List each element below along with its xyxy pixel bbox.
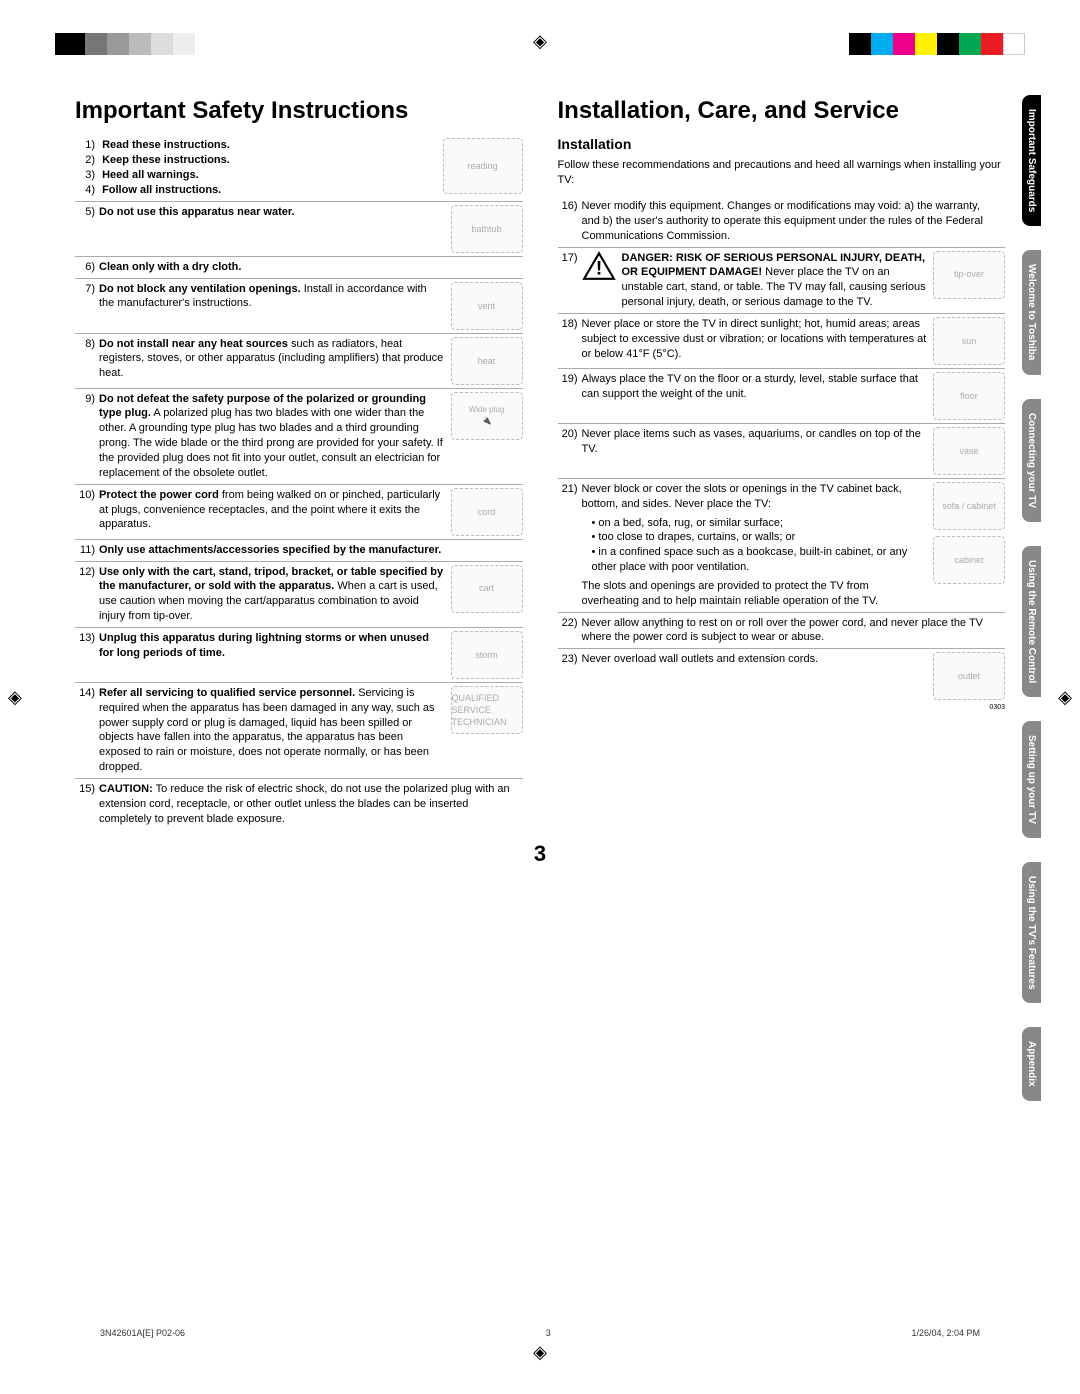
- instruction-text: Do not use this apparatus near water.: [99, 205, 451, 253]
- illustration-icon: tip-over: [933, 251, 1005, 299]
- right-subtitle: Installation: [558, 135, 1006, 154]
- illustration-icon: floor: [933, 372, 1005, 420]
- section-tabs: Important Safeguards Welcome to Toshiba Co…: [1022, 95, 1080, 1125]
- item-number: 13): [75, 631, 95, 679]
- item-number: 19): [558, 372, 578, 420]
- color-bar: [849, 33, 1025, 55]
- instruction-text: Always place the TV on the floor or a st…: [582, 372, 934, 420]
- item-number: 22): [558, 616, 578, 646]
- section-tab[interactable]: Using the Remote Control: [1022, 546, 1041, 697]
- instruction-text: Never overload wall outlets and extensio…: [582, 652, 934, 700]
- page-content: Important Safety Instructions 1) Read th…: [75, 95, 1005, 869]
- instruction-text: Never modify this equipment. Changes or …: [582, 199, 1006, 244]
- instruction-text: Never place or store the TV in direct su…: [582, 317, 934, 365]
- illustration-icon: heat: [451, 337, 523, 385]
- instruction-text: Do not defeat the safety purpose of the …: [99, 392, 451, 481]
- item-number: 18): [558, 317, 578, 365]
- illustration-icon: vent: [451, 282, 523, 330]
- item-number: 12): [75, 565, 95, 624]
- instruction-text: !DANGER: RISK OF SERIOUS PERSONAL INJURY…: [582, 251, 934, 310]
- instruction-text: Only use attachments/accessories specifi…: [99, 543, 523, 558]
- section-tab[interactable]: Welcome to Toshiba: [1022, 250, 1041, 374]
- section-tab[interactable]: Connecting your TV: [1022, 399, 1041, 522]
- illustration-icon: QUALIFIED SERVICE TECHNICIAN: [451, 686, 523, 734]
- instruction-text: Never allow anything to rest on or roll …: [582, 616, 1006, 646]
- item-number: 8): [75, 337, 95, 385]
- rev-code: 0303: [558, 703, 1006, 712]
- section-tab[interactable]: Using the TV's Features: [1022, 862, 1041, 1004]
- bullet-item: on a bed, sofa, rug, or similar surface;: [592, 516, 928, 531]
- section-tab[interactable]: Appendix: [1022, 1027, 1041, 1101]
- right-intro: Follow these recommendations and precaut…: [558, 158, 1006, 188]
- item-number: 21): [558, 482, 578, 609]
- instruction-text: Never place items such as vases, aquariu…: [582, 427, 934, 475]
- right-title: Installation, Care, and Service: [558, 95, 1006, 127]
- instruction-item: 3) Heed all warnings.: [75, 168, 437, 183]
- item-number: 14): [75, 686, 95, 775]
- instruction-text: Never block or cover the slots or openin…: [582, 482, 934, 609]
- page-number: 3: [75, 839, 1005, 869]
- grayscale-bar: [55, 33, 195, 55]
- right-column: Installation, Care, and Service Installa…: [558, 95, 1006, 829]
- left-title: Important Safety Instructions: [75, 95, 523, 127]
- item-number: 17): [558, 251, 578, 310]
- instruction-text: CAUTION: To reduce the risk of electric …: [99, 782, 523, 827]
- left-column: Important Safety Instructions 1) Read th…: [75, 95, 523, 829]
- illustration-icon: cord: [451, 488, 523, 536]
- registration-mark-top: ◈: [533, 29, 547, 53]
- instruction-text: Refer all servicing to qualified service…: [99, 686, 451, 775]
- illustration-icon: bathtub: [451, 205, 523, 253]
- illustration-icon: sun: [933, 317, 1005, 365]
- instruction-item: 2) Keep these instructions.: [75, 153, 437, 168]
- registration-mark-bottom: ◈: [533, 1340, 547, 1364]
- item-number: 20): [558, 427, 578, 475]
- illustration-icon: storm: [451, 631, 523, 679]
- printer-marks-bottom: ◈: [0, 1334, 1080, 1364]
- printer-marks-top: ◈: [0, 25, 1080, 65]
- section-tab[interactable]: Important Safeguards: [1022, 95, 1041, 226]
- instruction-text: Use only with the cart, stand, tripod, b…: [99, 565, 451, 624]
- item-number: 5): [75, 205, 95, 253]
- instruction-item: 1) Read these instructions.: [75, 138, 437, 153]
- item-number: 9): [75, 392, 95, 481]
- item-number: 16): [558, 199, 578, 244]
- illustration-icon: cart: [451, 565, 523, 613]
- bullet-item: in a confined space such as a bookcase, …: [592, 545, 928, 575]
- item-number: 23): [558, 652, 578, 700]
- bullet-item: too close to drapes, curtains, or walls;…: [592, 530, 928, 545]
- instruction-item: 4) Follow all instructions.: [75, 183, 437, 198]
- instruction-text: Unplug this apparatus during lightning s…: [99, 631, 451, 679]
- illustration-icon: reading: [443, 138, 523, 194]
- instruction-text: Do not install near any heat sources suc…: [99, 337, 451, 385]
- svg-text:!: !: [595, 258, 601, 279]
- item-number: 10): [75, 488, 95, 536]
- registration-mark-left: ◈: [8, 685, 22, 709]
- item-number: 11): [75, 543, 95, 558]
- section-tab[interactable]: Setting up your TV: [1022, 721, 1041, 838]
- illustration-icon: cabinet: [933, 536, 1005, 584]
- instruction-text: Clean only with a dry cloth.: [99, 260, 523, 275]
- item-number: 7): [75, 282, 95, 330]
- instruction-text: Do not block any ventilation openings. I…: [99, 282, 451, 330]
- warning-icon: !: [582, 251, 616, 281]
- illustration-icon: Wide plug🔌: [451, 392, 523, 440]
- illustration-icon: vase: [933, 427, 1005, 475]
- item-number: 15): [75, 782, 95, 827]
- item-number: 6): [75, 260, 95, 275]
- instruction-text: Protect the power cord from being walked…: [99, 488, 451, 536]
- illustration-icon: sofa / cabinet: [933, 482, 1005, 530]
- illustration-icon: outlet: [933, 652, 1005, 700]
